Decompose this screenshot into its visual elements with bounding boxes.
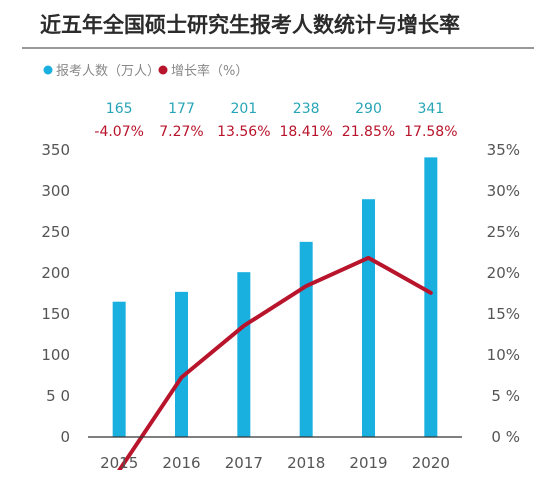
value-label-2019: 290 [355, 101, 382, 117]
rate-label-2017: 13.56% [217, 124, 270, 140]
right-tick-label: 10% [487, 346, 520, 364]
rate-label-2015: -4.07% [94, 124, 144, 140]
plot-area [88, 157, 462, 470]
left-tick-label: 200 [41, 264, 70, 282]
x-tick-label-2017: 2017 [225, 454, 263, 472]
x-tick-label-2018: 2018 [287, 454, 325, 472]
x-tick-label-2016: 2016 [162, 454, 200, 472]
right-tick-label: 25% [487, 223, 520, 241]
value-label-2018: 238 [293, 101, 320, 117]
legend-rate-label: 增长率（%） [171, 63, 248, 79]
value-label-2017: 201 [230, 101, 257, 117]
left-tick-label: 0 [60, 428, 70, 446]
value-label-2015: 165 [106, 101, 133, 117]
legend-count-marker [43, 65, 53, 75]
right-tick-label: 5 % [491, 387, 520, 405]
bar-2019 [362, 199, 375, 437]
rate-labels: -4.07% 7.27% 13.56% 18.41% 21.85% 17.58% [94, 124, 457, 140]
right-axis-ticks: 0 % 5 % 10% 15% 20% 25% 30% 35% [487, 141, 520, 446]
legend: 报考人数（万人） 增长率（%） [43, 63, 248, 79]
x-axis-ticks: 2015 2016 2017 2018 2019 2020 [100, 454, 450, 472]
right-tick-label: 0 % [491, 428, 520, 446]
bar-2015 [112, 301, 126, 437]
right-tick-label: 20% [487, 264, 520, 282]
bar-2016 [175, 291, 188, 437]
legend-rate-marker [158, 65, 168, 75]
right-tick-label: 35% [487, 141, 520, 159]
rate-label-2019: 21.85% [342, 124, 395, 140]
rate-line [117, 255, 433, 470]
bar-2020 [424, 157, 438, 437]
bar-2017 [237, 272, 251, 437]
left-tick-label: 5 0 [46, 387, 70, 405]
bars [112, 157, 438, 437]
left-tick-label: 100 [41, 346, 70, 364]
left-tick-label: 150 [41, 305, 70, 323]
x-tick-label-2015: 2015 [100, 454, 138, 472]
legend-count-label: 报考人数（万人） [56, 64, 160, 79]
left-tick-label: 350 [41, 141, 70, 159]
value-label-2020: 341 [417, 101, 444, 117]
rate-label-2016: 7.27% [159, 124, 203, 140]
left-tick-label: 300 [41, 182, 70, 200]
left-tick-label: 250 [41, 223, 70, 241]
chart-title: 近五年全国硕士研究生报考人数统计与增长率 [40, 13, 460, 37]
right-tick-label: 30% [487, 182, 520, 200]
x-tick-label-2019: 2019 [349, 454, 387, 472]
rate-label-2018: 18.41% [279, 124, 332, 140]
x-tick-label-2020: 2020 [412, 454, 450, 472]
right-tick-label: 15% [487, 305, 520, 323]
rate-line-series [117, 255, 433, 470]
bar-2018 [299, 241, 313, 437]
value-labels: 165 177 201 238 290 341 [106, 101, 444, 117]
value-label-2016: 177 [168, 101, 195, 117]
rate-label-2020: 17.58% [404, 124, 457, 140]
